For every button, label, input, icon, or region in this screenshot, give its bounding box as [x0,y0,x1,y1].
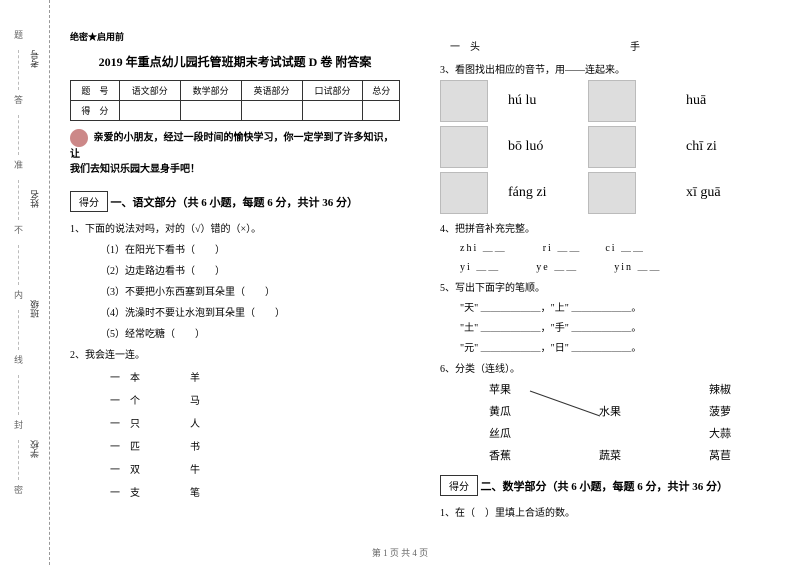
seal-char-6: 封 [12,420,25,429]
q6-row: 丝瓜大蒜 [440,425,780,441]
right-column: 一 头 手 3、看图找出相应的音节，用——连起来。 hú lu huā bō l… [420,0,800,565]
seal-dash [18,180,19,220]
seal-char-4: 内 [12,290,25,299]
q6-row: 黄瓜水果菠萝 [440,403,780,419]
th: 题 号 [71,81,120,101]
secret-label: 绝密★启用前 [70,30,400,43]
seal-char-0: 题 [12,30,25,39]
score-box: 得分 [70,191,108,212]
q6-stem: 6、分类（连线）。 [440,360,780,375]
q2-pair: 一 个马 [110,392,400,407]
exam-title: 2019 年重点幼儿园托管班期末考试试题 D 卷 附答案 [70,53,400,70]
q6-row: 香蕉蔬菜莴苣 [440,447,780,463]
seal-dash [18,375,19,415]
th: 口试部分 [302,81,363,101]
td [119,101,180,121]
td [241,101,302,121]
margin-label-school: 学校 [28,440,41,458]
q1-stem: 1、下面的说法对吗，对的（√）错的（×）。 [70,220,400,235]
q2-pair: 一 支笔 [110,484,400,499]
top-pair: 一 头 手 [450,38,780,53]
q1-item: （2）边走路边看书（ ） [100,262,400,277]
th: 总分 [363,81,400,101]
q2-pair: 一 双牛 [110,461,400,476]
flower-icon [588,126,636,168]
pinyin: xī guā [686,185,721,201]
td: 得 分 [71,101,120,121]
ruler-icon [588,172,636,214]
seal-dash [18,245,19,285]
left-column: 绝密★启用前 2019 年重点幼儿园托管班期末考试试题 D 卷 附答案 题 号 … [50,0,420,565]
q3-row: hú lu huā [440,80,780,122]
exam-page: 考号 姓名 班级 学校 题 答 准 不 内 线 封 密 绝密★启用前 2019 … [0,0,800,565]
td [180,101,241,121]
q2-pair: 一 匹书 [110,438,400,453]
q1-item: （1）在阳光下看书（ ） [100,241,400,256]
table-row: 题 号 语文部分 数学部分 英语部分 口试部分 总分 [71,81,400,101]
binding-margin: 考号 姓名 班级 学校 题 答 准 不 内 线 封 密 [0,0,50,565]
intro-line2: 我们去知识乐园大显身手吧！ [70,164,200,175]
seal-dash [18,50,19,90]
section-1-title: 一、语文部分（共 6 小题，每题 6 分，共计 36 分） [111,197,359,209]
table-row: 得 分 [71,101,400,121]
q5-item: "元" ＿＿＿＿＿＿，"日" ＿＿＿＿＿＿。 [460,339,780,354]
q5-item: "天" ＿＿＿＿＿＿，"上" ＿＿＿＿＿＿。 [460,299,780,314]
q6-row: 苹果辣椒 [440,381,780,397]
q4-line: zhi ＿＿ ri ＿＿ ci ＿＿ [460,239,780,254]
margin-label-class: 班级 [28,300,41,318]
margin-label-name: 姓名 [28,190,41,208]
math-q1: 1、在（ ）里填上合适的数。 [440,504,780,519]
td [363,101,400,121]
q2-pair: 一 本羊 [110,369,400,384]
pinyin: fáng zi [508,185,588,201]
q5-stem: 5、写出下面字的笔顺。 [440,279,780,294]
intro-text: 亲爱的小朋友，经过一段时间的愉快学习，你一定学到了许多知识，让 我们去知识乐园大… [70,129,400,177]
q1-item: （4）洗澡时不要让水泡到耳朵里（ ） [100,304,400,319]
q3-row: bō luó chī zi [440,126,780,168]
q3-row: fáng zi xī guā [440,172,780,214]
th: 数学部分 [180,81,241,101]
pinyin: hú lu [508,93,588,109]
pinyin: bō luó [508,139,588,155]
q2-stem: 2、我会连一连。 [70,346,400,361]
th: 语文部分 [119,81,180,101]
intro-line1: 亲爱的小朋友，经过一段时间的愉快学习，你一定学到了许多知识，让 [70,132,394,160]
score-box: 得分 [440,475,478,496]
gourd-icon [440,172,488,214]
watermelon-icon [588,80,636,122]
td [302,101,363,121]
q5-item: "土" ＿＿＿＿＿＿，"手" ＿＿＿＿＿＿。 [460,319,780,334]
seal-char-2: 准 [12,160,25,169]
child-icon [70,129,88,147]
q4-line: yi ＿＿ ye ＿＿ yin ＿＿ [460,258,780,273]
q3-stem: 3、看图找出相应的音节，用——连起来。 [440,61,780,76]
q2-pair: 一 只人 [110,415,400,430]
pinyin: huā [686,93,706,109]
score-table: 题 号 语文部分 数学部分 英语部分 口试部分 总分 得 分 [70,80,400,121]
seal-dash [18,440,19,480]
seal-char-1: 答 [12,95,25,104]
q1-item: （3）不要把小东西塞到耳朵里（ ） [100,283,400,298]
q6-match-area: 苹果辣椒 黄瓜水果菠萝 丝瓜大蒜 香蕉蔬菜莴苣 [440,381,780,463]
pineapple-icon [440,80,488,122]
page-footer: 第 1 页 共 4 页 [0,546,800,559]
seal-char-5: 线 [12,355,25,364]
house-icon [440,126,488,168]
q1-item: （5）经常吃糖（ ） [100,325,400,340]
margin-label-sn: 考号 [28,50,41,68]
th: 英语部分 [241,81,302,101]
q4-stem: 4、把拼音补充完整。 [440,220,780,235]
seal-dash [18,310,19,350]
seal-char-7: 密 [12,485,25,494]
seal-dash [18,115,19,155]
seal-char-3: 不 [12,225,25,234]
pinyin: chī zi [686,139,717,155]
section-2-title: 二、数学部分（共 6 小题，每题 6 分，共计 36 分） [481,481,729,493]
